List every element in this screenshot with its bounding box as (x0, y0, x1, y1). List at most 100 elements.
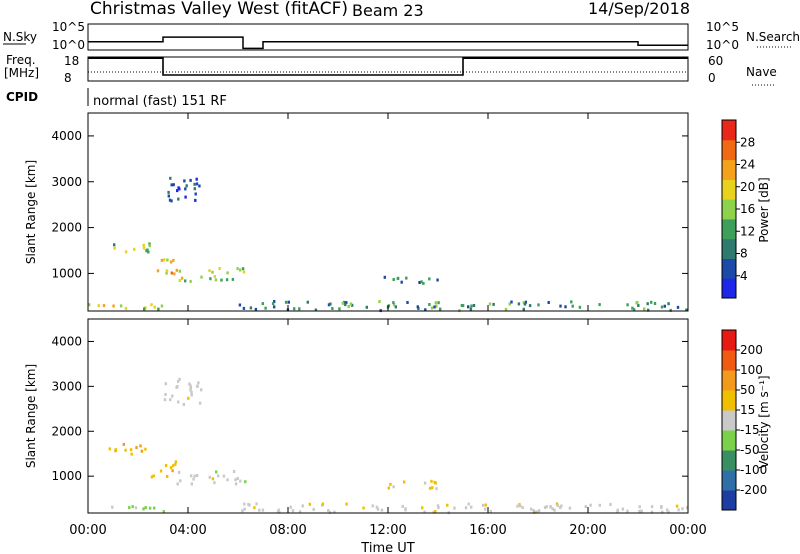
heatmap-cell (640, 509, 643, 513)
heatmap-cell (190, 393, 193, 397)
heatmap-cell (139, 444, 142, 448)
heatmap-cell (555, 502, 559, 506)
heatmap-cell (156, 269, 160, 273)
heatmap-cell (422, 281, 425, 285)
heatmap-cell (197, 381, 200, 385)
y-tick-label: 3000 (51, 175, 82, 189)
heatmap-cell (301, 504, 304, 508)
heatmap-cell (193, 474, 196, 478)
heatmap-cell (113, 243, 116, 247)
heatmap-cell (195, 474, 199, 477)
heatmap-cell (430, 479, 433, 483)
heatmap-cell (258, 508, 261, 512)
velocity-colorbar-tick-label: -50 (740, 443, 760, 457)
heatmap-cell (147, 250, 150, 254)
heatmap-cell (146, 248, 149, 252)
x-tick-label: 00:00 (669, 523, 706, 538)
heatmap-cell (329, 302, 332, 306)
heatmap-cell (247, 503, 250, 506)
heatmap-cell (133, 247, 136, 251)
heatmap-cell (164, 393, 167, 396)
heatmap-cell (239, 479, 242, 483)
heatmap-cell (152, 474, 155, 478)
heatmap-cell (631, 306, 634, 310)
heatmap-cell (150, 303, 153, 307)
heatmap-cell (433, 305, 436, 309)
heatmap-cell (271, 302, 275, 306)
heatmap-cell (226, 478, 229, 482)
heatmap-cell (632, 308, 636, 312)
heatmap-cell (533, 510, 536, 514)
heatmap-cell (170, 271, 173, 275)
heatmap-cell (211, 477, 215, 481)
nsearch-label: N.Search (746, 30, 800, 44)
heatmap-cell (524, 300, 527, 304)
heatmap-cell (646, 302, 649, 306)
velocity-data (108, 377, 689, 515)
heatmap-cell (333, 510, 336, 514)
heatmap-cell (177, 197, 180, 201)
heatmap-cell (142, 507, 145, 511)
power-data (88, 176, 688, 313)
heatmap-cell (277, 508, 280, 512)
heatmap-cell (547, 301, 550, 304)
heatmap-cell (551, 507, 554, 511)
heatmap-cell (469, 307, 473, 311)
heatmap-cell (484, 507, 487, 511)
heatmap-cell (365, 305, 368, 309)
x-tick-label: 12:00 (369, 523, 406, 538)
heatmap-cell (396, 276, 400, 280)
heatmap-cell (380, 508, 384, 512)
heatmap-cell (549, 505, 552, 509)
x-tick-label: 20:00 (569, 523, 606, 538)
colorbar-swatch (722, 430, 736, 451)
date-label: 14/Sep/2018 (588, 0, 690, 18)
heatmap-cell (232, 470, 236, 473)
heatmap-cell (676, 305, 680, 309)
heatmap-cell (241, 267, 245, 271)
heatmap-cell (179, 479, 182, 483)
heatmap-cell (537, 303, 540, 307)
heatmap-cell (421, 506, 424, 510)
nave-tick-bottom: 0 (708, 71, 716, 85)
power-colorbar-tick-label: 28 (740, 135, 755, 149)
heatmap-cell (200, 388, 203, 392)
y-tick-label: 1000 (51, 266, 82, 280)
heatmap-cell (264, 306, 267, 310)
heatmap-cell (589, 503, 592, 507)
heatmap-cell (114, 448, 117, 452)
heatmap-cell (171, 469, 174, 473)
heatmap-cell (437, 506, 440, 510)
heatmap-cell (327, 303, 331, 307)
heatmap-cell (484, 503, 487, 507)
heatmap-cell (144, 506, 147, 510)
heatmap-cell (677, 508, 680, 512)
colorbar-swatch (722, 450, 736, 471)
heatmap-cell (488, 302, 492, 306)
heatmap-cell (362, 506, 365, 510)
heatmap-cell (211, 270, 214, 274)
heatmap-cell (653, 302, 657, 305)
heatmap-cell (160, 304, 164, 308)
x-tick-label: 08:00 (269, 523, 306, 538)
heatmap-cell (529, 507, 533, 511)
heatmap-cell (528, 304, 532, 308)
heatmap-cell (112, 304, 115, 308)
heatmap-cell (446, 503, 449, 507)
nave-label: Nave (746, 65, 777, 79)
colorbar-swatch (722, 258, 736, 279)
heatmap-cell (406, 301, 409, 304)
heatmap-cell (371, 504, 374, 508)
heatmap-cell (375, 505, 379, 509)
heatmap-cell (241, 509, 244, 513)
heatmap-cell (564, 305, 567, 309)
heatmap-cell (521, 506, 524, 510)
heatmap-cell (626, 303, 629, 307)
heatmap-cell (394, 305, 397, 309)
time-axis: 00:00 04:00 08:00 12:00 16:00 20:00 00:00 (69, 113, 707, 538)
colorbar-swatch (722, 120, 736, 141)
heatmap-cell (686, 506, 689, 510)
heatmap-cell (144, 447, 147, 451)
heatmap-cell (314, 308, 318, 312)
